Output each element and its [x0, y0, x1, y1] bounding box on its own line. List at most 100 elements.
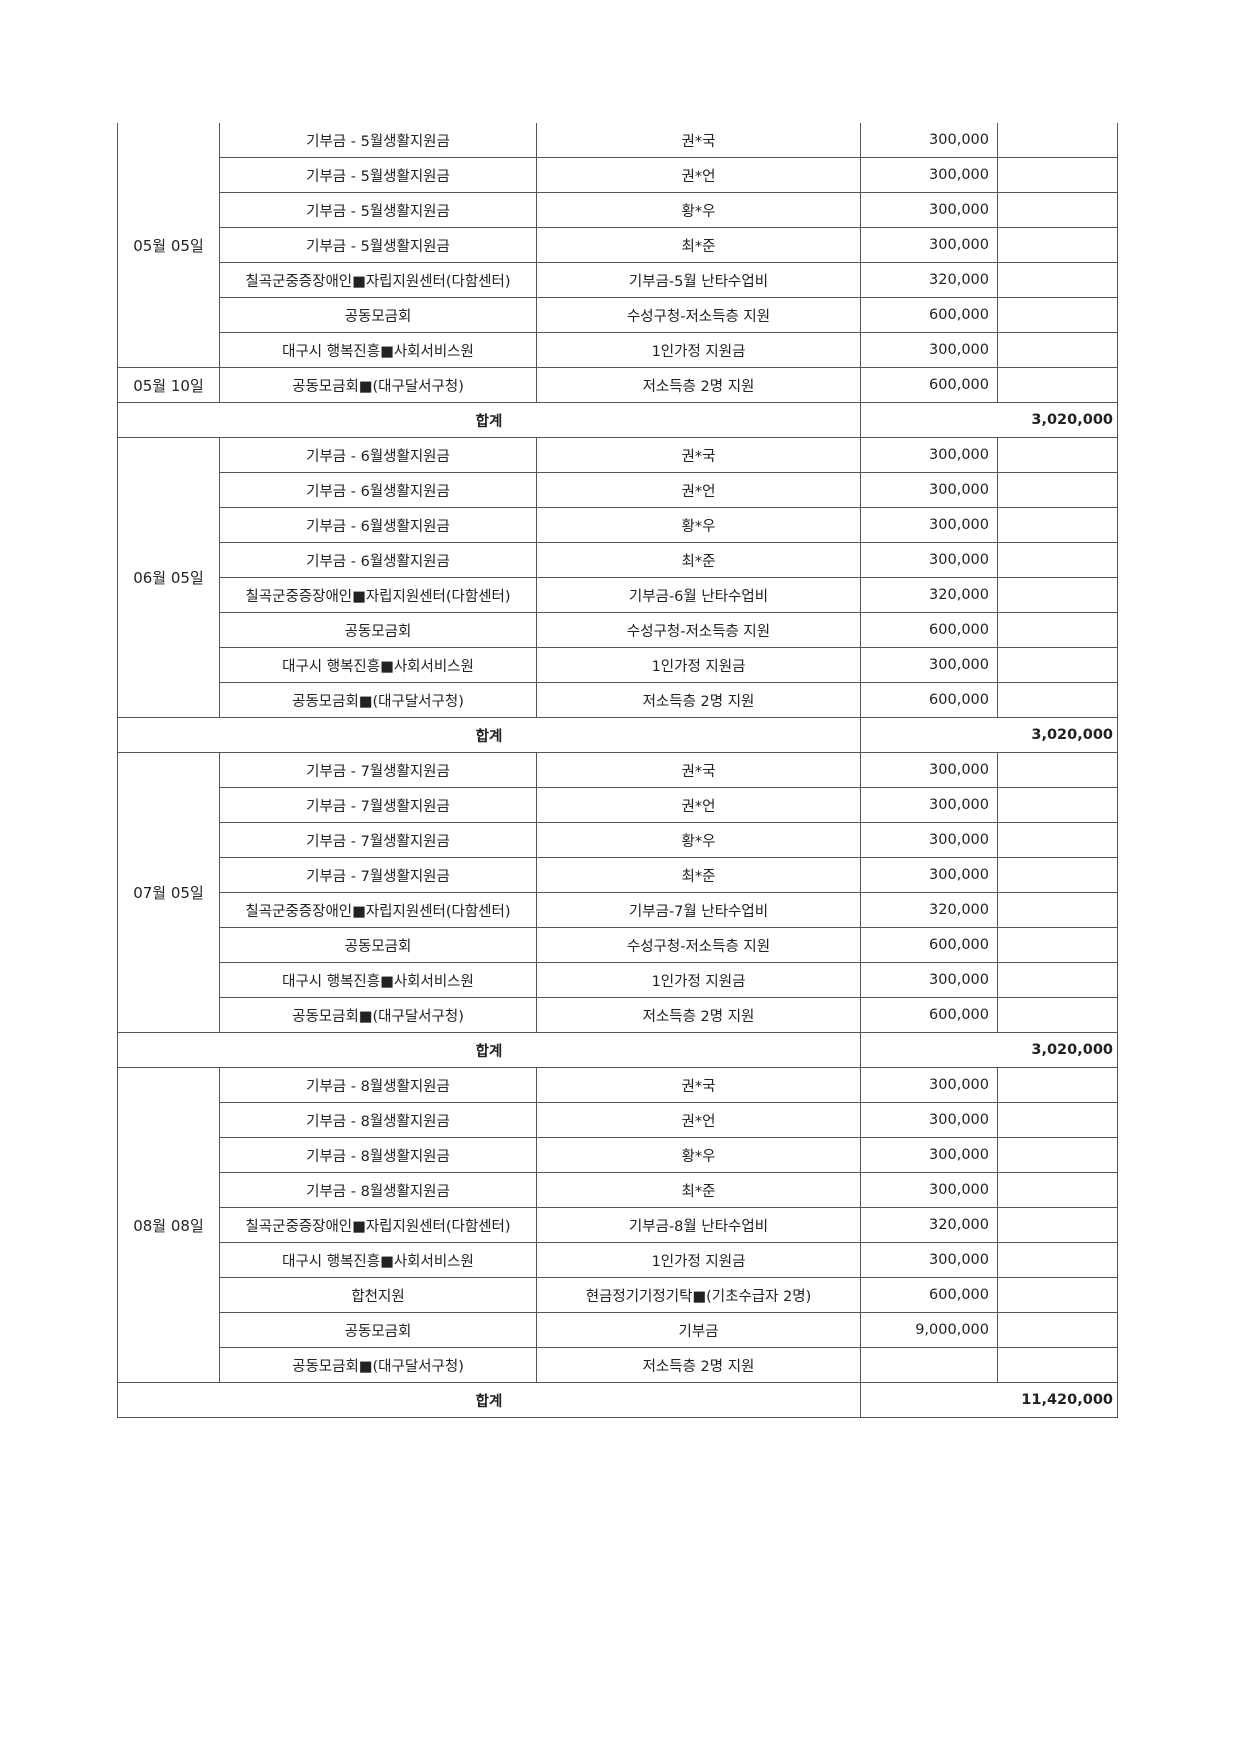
- table-row: 대구시 행복진흥■사회서비스원 1인가정 지원금 300,000: [118, 962, 1118, 998]
- note-cell: [997, 997, 1118, 1033]
- total-value: 3,020,000: [860, 717, 1118, 753]
- amount-cell: 300,000: [860, 332, 998, 368]
- note-cell: [997, 1207, 1118, 1243]
- description-cell: 최*준: [536, 542, 861, 578]
- table-row: 기부금 - 5월생활지원금 최*준 300,000: [118, 227, 1118, 263]
- table-row: 공동모금회■(대구달서구청) 저소득층 2명 지원 600,000: [118, 682, 1118, 718]
- item-cell: 합천지원: [219, 1277, 537, 1313]
- item-cell: 칠곡군중증장애인■자립지원센터(다함센터): [219, 1207, 537, 1243]
- note-cell: [997, 297, 1118, 333]
- table-row: 대구시 행복진흥■사회서비스원 1인가정 지원금 300,000: [118, 1242, 1118, 1278]
- description-cell: 황*우: [536, 1137, 861, 1173]
- amount-cell: 300,000: [860, 472, 998, 508]
- item-cell: 공동모금회■(대구달서구청): [219, 1347, 537, 1383]
- item-cell: 공동모금회: [219, 297, 537, 333]
- item-cell: 기부금 - 8월생활지원금: [219, 1137, 537, 1173]
- amount-cell: 300,000: [860, 507, 998, 543]
- note-cell: [997, 857, 1118, 893]
- item-cell: 대구시 행복진흥■사회서비스원: [219, 962, 537, 998]
- table-row: 05월 10일 공동모금회■(대구달서구청) 저소득층 2명 지원 600,000: [117, 367, 1118, 403]
- table-row: 기부금 - 8월생활지원금 최*준 300,000: [118, 1172, 1118, 1208]
- note-cell: [997, 1137, 1118, 1173]
- amount-cell: 600,000: [860, 367, 998, 403]
- date-cell: 05월 10일: [117, 367, 220, 403]
- description-cell: 권*언: [536, 787, 861, 823]
- note-cell: [997, 1242, 1118, 1278]
- description-cell: 기부금-7월 난타수업비: [536, 892, 861, 928]
- amount-cell: 600,000: [860, 927, 998, 963]
- description-cell: 최*준: [536, 857, 861, 893]
- note-cell: [997, 612, 1118, 648]
- amount-cell: 320,000: [860, 1207, 998, 1243]
- table-row: 기부금 - 6월생활지원금 황*우 300,000: [118, 507, 1118, 543]
- description-cell: 저소득층 2명 지원: [536, 682, 861, 718]
- date-cell: 07월 05일: [117, 752, 220, 1033]
- amount-cell: 320,000: [860, 892, 998, 928]
- note-cell: [997, 752, 1118, 788]
- table-row: 기부금 - 5월생활지원금 황*우 300,000: [118, 192, 1118, 228]
- note-cell: [997, 542, 1118, 578]
- table-row: 칠곡군중증장애인■자립지원센터(다함센터) 기부금-7월 난타수업비 320,000: [118, 892, 1118, 928]
- item-cell: 기부금 - 5월생활지원금: [219, 192, 537, 228]
- item-cell: 기부금 - 6월생활지원금: [219, 542, 537, 578]
- description-cell: 권*언: [536, 157, 861, 193]
- item-cell: 기부금 - 8월생활지원금: [219, 1067, 537, 1103]
- description-cell: 수성구청-저소득층 지원: [536, 927, 861, 963]
- table-row: 칠곡군중증장애인■자립지원센터(다함센터) 기부금-6월 난타수업비 320,000: [118, 577, 1118, 613]
- date-cell: 08월 08일: [117, 1067, 220, 1383]
- table-row: 기부금 - 8월생활지원금 황*우 300,000: [118, 1137, 1118, 1173]
- note-cell: [997, 892, 1118, 928]
- table-row: 칠곡군중증장애인■자립지원센터(다함센터) 기부금-5월 난타수업비 320,000: [118, 262, 1118, 298]
- item-cell: 기부금 - 7월생활지원금: [219, 787, 537, 823]
- note-cell: [997, 227, 1118, 263]
- amount-cell: 300,000: [860, 1137, 998, 1173]
- amount-cell: [860, 1347, 998, 1383]
- item-cell: 칠곡군중증장애인■자립지원센터(다함센터): [219, 262, 537, 298]
- description-cell: 황*우: [536, 822, 861, 858]
- description-cell: 저소득층 2명 지원: [536, 997, 861, 1033]
- amount-cell: 300,000: [860, 192, 998, 228]
- description-cell: 황*우: [536, 192, 861, 228]
- note-cell: [997, 787, 1118, 823]
- item-cell: 기부금 - 7월생활지원금: [219, 857, 537, 893]
- amount-cell: 320,000: [860, 577, 998, 613]
- note-cell: [997, 507, 1118, 543]
- note-cell: [997, 262, 1118, 298]
- total-row: 합계 3,020,000: [117, 1032, 1118, 1068]
- amount-cell: 600,000: [860, 1277, 998, 1313]
- note-cell: [997, 367, 1118, 403]
- amount-cell: 9,000,000: [860, 1312, 998, 1348]
- note-cell: [997, 927, 1118, 963]
- note-cell: [997, 332, 1118, 368]
- date-cell: 06월 05일: [117, 437, 220, 718]
- description-cell: 1인가정 지원금: [536, 962, 861, 998]
- note-cell: [997, 577, 1118, 613]
- description-cell: 1인가정 지원금: [536, 647, 861, 683]
- item-cell: 기부금 - 7월생활지원금: [219, 822, 537, 858]
- note-cell: [997, 1067, 1118, 1103]
- total-row: 합계 3,020,000: [117, 402, 1118, 438]
- description-cell: 현금정기기정기탁■(기초수급자 2명): [536, 1277, 861, 1313]
- item-cell: 공동모금회■(대구달서구청): [219, 997, 537, 1033]
- description-cell: 권*언: [536, 472, 861, 508]
- total-label: 합계: [117, 402, 861, 438]
- item-cell: 기부금 - 6월생활지원금: [219, 472, 537, 508]
- table-row: 공동모금회 수성구청-저소득층 지원 600,000: [118, 612, 1118, 648]
- table-row: 05월 05일 기부금 - 5월생활지원금 권*국 300,000: [117, 123, 1118, 368]
- item-cell: 대구시 행복진흥■사회서비스원: [219, 1242, 537, 1278]
- table-row: 기부금 - 6월생활지원금 권*언 300,000: [118, 472, 1118, 508]
- description-cell: 수성구청-저소득층 지원: [536, 612, 861, 648]
- note-cell: [997, 1312, 1118, 1348]
- description-cell: 기부금: [536, 1312, 861, 1348]
- item-cell: 기부금 - 6월생활지원금: [219, 507, 537, 543]
- table-row: 기부금 - 5월생활지원금 권*언 300,000: [118, 157, 1118, 193]
- total-value: 3,020,000: [860, 402, 1118, 438]
- amount-cell: 600,000: [860, 297, 998, 333]
- total-label: 합계: [117, 717, 861, 753]
- item-cell: 칠곡군중증장애인■자립지원센터(다함센터): [219, 892, 537, 928]
- amount-cell: 300,000: [860, 1102, 998, 1138]
- table-row: 공동모금회■(대구달서구청) 저소득층 2명 지원 600,000: [118, 997, 1118, 1033]
- total-label: 합계: [117, 1382, 861, 1418]
- note-cell: [997, 1277, 1118, 1313]
- table-row: 대구시 행복진흥■사회서비스원 1인가정 지원금 300,000: [118, 647, 1118, 683]
